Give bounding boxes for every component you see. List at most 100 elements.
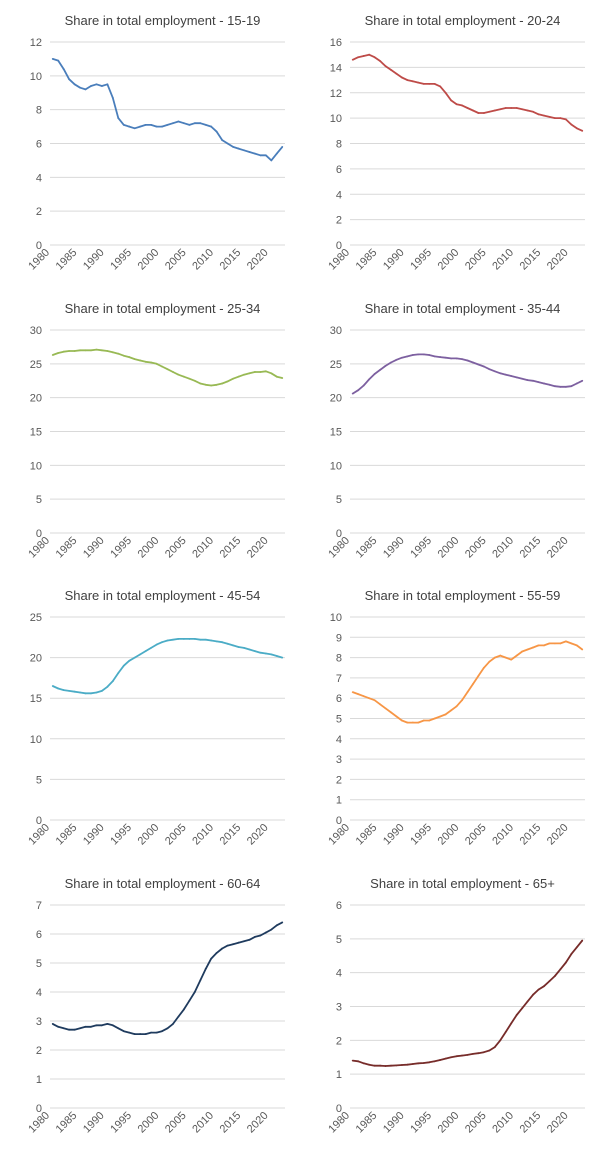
data-point xyxy=(259,934,262,936)
data-point xyxy=(537,644,540,647)
data-point xyxy=(455,705,458,708)
data-point xyxy=(128,1031,131,1033)
data-point xyxy=(488,660,491,663)
x-tick-label: 1980 xyxy=(26,1109,52,1135)
data-point xyxy=(122,664,125,667)
data-point xyxy=(532,379,534,382)
data-point xyxy=(133,1032,136,1035)
data-point xyxy=(62,68,65,70)
data-point xyxy=(466,107,469,109)
data-point xyxy=(150,646,153,649)
data-point xyxy=(406,79,409,81)
data-point xyxy=(521,650,524,653)
data-point xyxy=(433,354,436,357)
data-point xyxy=(368,377,371,380)
data-point xyxy=(504,373,507,376)
x-tick-label: 1995 xyxy=(108,534,134,560)
data-point xyxy=(161,641,163,644)
data-point xyxy=(351,58,354,61)
data-point xyxy=(362,55,365,57)
x-tick-label: 2020 xyxy=(545,247,571,273)
data-point xyxy=(472,683,474,685)
data-point xyxy=(226,642,229,645)
data-point xyxy=(428,353,431,356)
chart-panel: Share in total employment - 15-19 0 2 4 6 8 10… xyxy=(26,13,285,273)
data-point xyxy=(368,697,371,700)
data-point xyxy=(177,373,180,376)
data-point xyxy=(177,1015,180,1018)
data-point xyxy=(521,377,524,380)
data-point xyxy=(199,638,202,641)
data-point xyxy=(575,945,578,948)
data-point xyxy=(57,351,60,354)
data-point xyxy=(215,383,218,386)
data-point xyxy=(351,392,354,395)
y-tick-label: 2 xyxy=(336,215,342,227)
x-tick-label: 2000 xyxy=(436,1109,462,1135)
data-point xyxy=(417,721,420,724)
data-point xyxy=(111,96,114,99)
x-tick-label: 1990 xyxy=(381,247,407,273)
x-tick-label: 1980 xyxy=(26,822,52,848)
x-tick-label: 2020 xyxy=(245,247,271,273)
data-point xyxy=(477,363,480,365)
data-point xyxy=(390,361,392,363)
data-point xyxy=(570,642,573,645)
x-tick-label: 1990 xyxy=(81,822,107,848)
data-point xyxy=(554,117,556,120)
data-point xyxy=(543,644,545,647)
y-tick-label: 0 xyxy=(336,528,342,540)
data-point xyxy=(68,689,71,692)
x-tick-label: 1990 xyxy=(81,247,107,273)
data-point xyxy=(493,109,496,112)
data-point xyxy=(95,83,98,86)
data-point xyxy=(57,687,60,690)
x-tick-label: 1985 xyxy=(354,534,380,560)
x-tick-label: 1995 xyxy=(408,247,434,273)
x-tick-label: 2000 xyxy=(136,822,162,848)
data-point xyxy=(139,125,142,128)
data-point xyxy=(362,695,365,698)
data-point xyxy=(526,648,529,651)
data-point xyxy=(455,103,458,106)
series-line xyxy=(352,640,583,724)
data-point xyxy=(84,1025,87,1028)
data-point xyxy=(150,123,153,126)
data-point xyxy=(62,1026,65,1029)
data-point xyxy=(450,1055,453,1058)
x-tick-label: 2005 xyxy=(463,534,489,560)
data-point xyxy=(79,691,81,694)
data-point xyxy=(461,104,463,107)
data-point xyxy=(439,355,442,358)
x-tick-label: 1985 xyxy=(354,822,380,848)
data-point xyxy=(362,384,365,386)
data-point xyxy=(117,117,120,120)
data-point xyxy=(570,952,573,955)
data-point xyxy=(204,967,207,970)
data-point xyxy=(221,641,224,644)
data-point xyxy=(499,108,502,111)
data-point xyxy=(461,1054,463,1056)
data-point xyxy=(575,382,578,384)
y-tick-label: 3 xyxy=(336,754,342,766)
data-point xyxy=(101,348,103,351)
data-point xyxy=(199,382,202,384)
data-point xyxy=(417,352,420,355)
data-point xyxy=(264,931,267,933)
y-tick-label: 5 xyxy=(36,958,42,970)
data-point xyxy=(515,107,518,109)
data-point xyxy=(379,60,381,62)
data-point xyxy=(477,674,480,677)
data-point xyxy=(526,1000,529,1002)
data-point xyxy=(128,355,131,358)
chart-panel: Share in total employment - 60-64 0 1 2 3 4 5 6… xyxy=(26,876,285,1135)
data-point xyxy=(368,53,371,56)
data-point xyxy=(155,1031,158,1033)
y-tick-label: 15 xyxy=(30,693,42,705)
data-point xyxy=(90,1025,92,1028)
data-point xyxy=(439,715,442,718)
data-point xyxy=(390,1064,392,1067)
data-point xyxy=(270,371,273,374)
chart-title: Share in total employment - 35-44 xyxy=(365,301,561,316)
y-tick-label: 10 xyxy=(330,113,342,125)
